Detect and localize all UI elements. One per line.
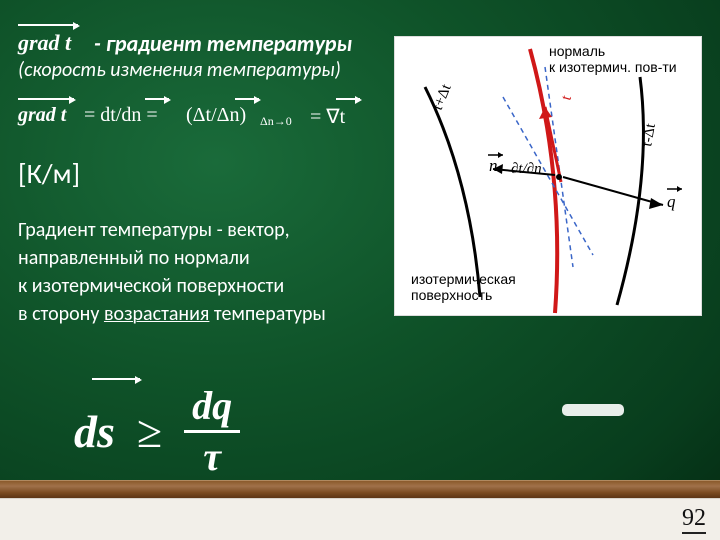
eq-mid2: (Δt/Δn) (186, 104, 246, 127)
vector-arrow-Dn (235, 98, 259, 100)
def-line-2: направленный по нормали (18, 246, 250, 270)
ge-symbol: ≥ (137, 405, 162, 458)
curve-label-t: t (558, 93, 575, 102)
q-vector-label: q (667, 192, 676, 211)
eq-mid1: = dt/dn = (84, 104, 158, 127)
n-vector-label: n (489, 156, 498, 175)
unit-label: [К/м] (18, 156, 80, 191)
eq-left: grad t (18, 104, 66, 127)
chalk-tray (562, 404, 624, 416)
page-number: 92 (682, 505, 706, 534)
diagram-label-bot-2: поверхность (411, 287, 492, 303)
chalkboard-area: grad t - градиент температуры (скорость … (0, 0, 720, 480)
def-line-3: к изотермической поверхности (18, 274, 284, 298)
isotherm-diagram: t+Δt t t-Δt n ∂t/∂n q нормаль к изотерми… (394, 36, 702, 316)
def-line-1: Градиент температуры - вектор, (18, 218, 290, 242)
paper-strip: 92 (0, 498, 720, 540)
vector-arrow-dn (145, 98, 169, 100)
diagram-label-bot-1: изотермическая (411, 271, 516, 287)
wood-frame (0, 480, 720, 498)
vector-arrow-gradt-2 (18, 98, 74, 100)
partial-label: ∂t/∂n (511, 161, 542, 177)
vector-arrow-ds (92, 378, 140, 380)
def-line-4: в сторону возрастания температуры (18, 302, 326, 326)
eq-sub: Δn→0 (260, 114, 292, 129)
slide: grad t - градиент температуры (скорость … (0, 0, 720, 540)
curve-label-tminus: t-Δt (639, 121, 659, 147)
frac-den: τ (203, 433, 221, 477)
curve-label-tplus: t+Δt (430, 81, 455, 112)
inequality-formula: ds ≥ dq τ (74, 386, 240, 477)
frac-num: dq (184, 386, 240, 433)
def-4a: в сторону (18, 302, 104, 326)
grad-t-label: grad t (18, 30, 71, 56)
eq-right: = ∇t (310, 104, 345, 129)
ds-symbol: ds (74, 405, 115, 458)
fraction: dq τ (184, 386, 240, 477)
diagram-label-top-2: к изотермич. пов-ти (549, 59, 677, 75)
def-4b: возрастания (104, 302, 209, 326)
grad-subdesc: (скорость изменения температуры) (18, 58, 341, 82)
vector-arrow-nabla (336, 98, 360, 100)
diagram-label-top-1: нормаль (549, 43, 605, 59)
def-4c: температуры (209, 302, 325, 326)
vector-arrow-gradt-1 (18, 24, 78, 26)
grad-desc: - градиент температуры (94, 30, 352, 57)
